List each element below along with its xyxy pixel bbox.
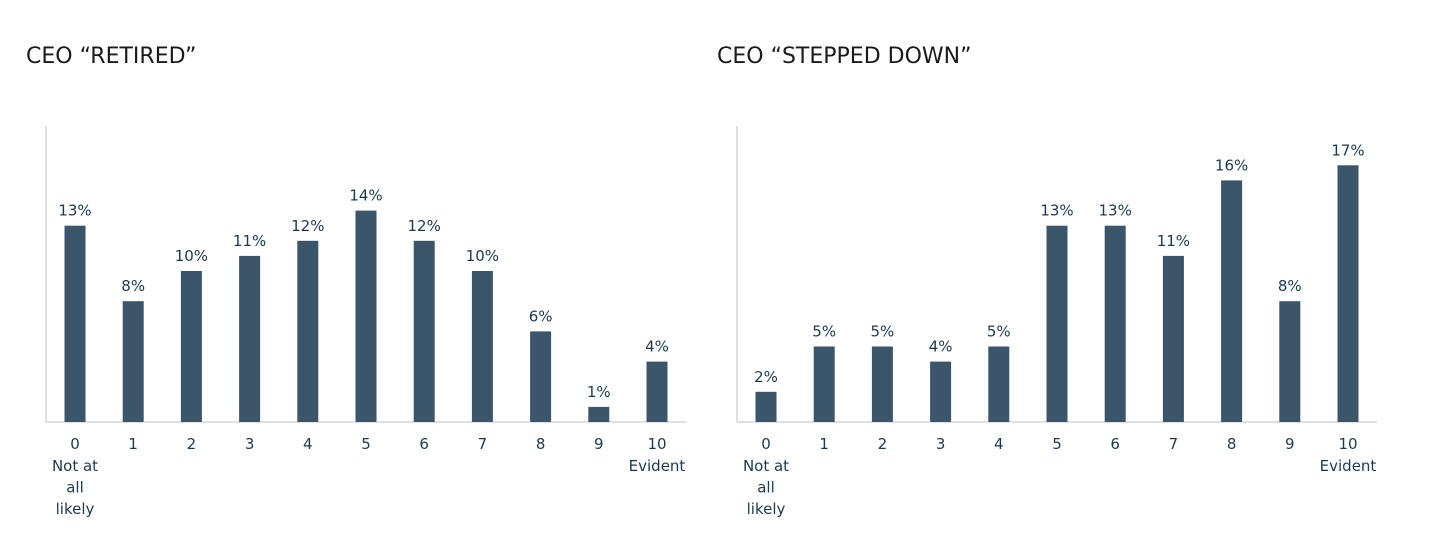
chart-retired: CEO “RETIRED” 13% 0 Not at all likely 8% 1 10% 2…: [0, 0, 700, 539]
x-tick-label: 1: [128, 435, 138, 453]
data-label: 8%: [121, 277, 145, 295]
data-label: 5%: [871, 323, 895, 341]
data-label: 1%: [587, 383, 611, 401]
bar: [871, 346, 893, 422]
data-label: 10%: [175, 247, 208, 265]
x-tick-label: 10: [1338, 435, 1357, 453]
x-tick-label: 1: [819, 435, 829, 453]
chart-retired-plot: 13% 0 Not at all likely 8% 1 10% 2 11% 3 12% 4 14% 5 12…: [45, 126, 686, 518]
chart-stepped-down: CEO “STEPPED DOWN” 2% 0 Not at all likely 5% 1…: [691, 0, 1391, 539]
bar: [180, 271, 202, 422]
bar: [1104, 225, 1126, 422]
bar: [471, 271, 493, 422]
data-label: 13%: [1040, 202, 1073, 220]
chart-title: CEO “STEPPED DOWN”: [717, 44, 972, 69]
x-tick-label: 8: [1227, 435, 1237, 453]
data-label: 8%: [1278, 277, 1302, 295]
bar: [1337, 165, 1359, 423]
bar: [122, 301, 144, 422]
bar: [1279, 301, 1301, 422]
data-label: 10%: [466, 247, 499, 265]
bar: [646, 361, 668, 422]
data-label: 13%: [58, 202, 91, 220]
x-tick-label: 7: [1169, 435, 1179, 453]
x-tick-label: 0: [761, 435, 771, 453]
bar: [988, 346, 1010, 422]
chart-title: CEO “RETIRED”: [26, 44, 197, 69]
bar: [297, 240, 319, 422]
data-label: 2%: [754, 368, 778, 386]
x-tick-label: 5: [361, 435, 371, 453]
bar: [930, 361, 952, 422]
x-tick-label: 9: [594, 435, 604, 453]
x-tick-sublabel: Not at all likely: [743, 457, 789, 518]
bar: [1162, 255, 1184, 422]
bar: [64, 225, 86, 422]
x-tick-sublabel: Evident: [1320, 457, 1377, 475]
data-label: 12%: [408, 217, 441, 235]
data-label: 4%: [929, 338, 953, 356]
data-label: 16%: [1215, 156, 1248, 174]
x-tick-label: 3: [245, 435, 255, 453]
data-label: 5%: [987, 323, 1011, 341]
x-tick-sublabel: Evident: [629, 457, 686, 475]
x-tick-label: 4: [303, 435, 313, 453]
x-tick-label: 8: [536, 435, 546, 453]
bar: [755, 391, 777, 422]
x-tick-label: 2: [187, 435, 197, 453]
x-tick-label: 3: [936, 435, 946, 453]
x-tick-sublabel: Not at all likely: [52, 457, 98, 518]
x-tick-label: 6: [419, 435, 429, 453]
data-label: 6%: [529, 307, 553, 325]
data-label: 17%: [1331, 141, 1364, 159]
x-tick-label: 7: [478, 435, 488, 453]
data-label: 11%: [233, 232, 266, 250]
chart-stepped-down-plot: 2% 0 Not at all likely 5% 1 5% 2 4% 3 5% 4 13% 5 13% 6 11…: [736, 126, 1377, 518]
data-label: 11%: [1157, 232, 1190, 250]
bar: [588, 406, 610, 422]
x-tick-label: 5: [1052, 435, 1062, 453]
x-tick-label: 0: [70, 435, 80, 453]
bar: [239, 255, 261, 422]
bar: [355, 210, 377, 422]
bar: [813, 346, 835, 422]
bar: [413, 240, 435, 422]
x-tick-label: 2: [878, 435, 888, 453]
data-label: 4%: [645, 338, 669, 356]
x-tick-label: 10: [647, 435, 666, 453]
bar: [1046, 225, 1068, 422]
bar: [1221, 180, 1243, 422]
data-label: 12%: [291, 217, 324, 235]
data-label: 5%: [812, 323, 836, 341]
x-tick-label: 9: [1285, 435, 1295, 453]
data-label: 13%: [1099, 202, 1132, 220]
bar: [530, 331, 552, 422]
x-tick-label: 4: [994, 435, 1004, 453]
data-label: 14%: [349, 187, 382, 205]
x-tick-label: 6: [1110, 435, 1120, 453]
